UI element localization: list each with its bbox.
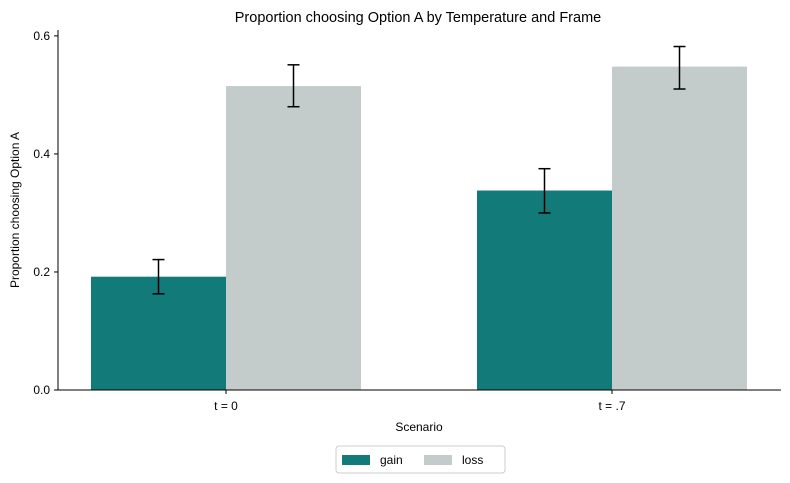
y-ticks-group: 0.0 0.2 0.4 0.6 — [33, 29, 58, 397]
x-ticks-group: t = 0 t = .7 — [214, 390, 626, 413]
x-axis-label: Scenario — [395, 420, 443, 434]
x-tick-label: t = .7 — [598, 399, 625, 413]
axes-group — [57, 30, 781, 391]
legend-box — [335, 445, 506, 474]
legend: gain loss — [335, 445, 506, 474]
error-bars-group — [152, 45, 686, 295]
bars-group — [91, 66, 747, 391]
legend-label-gain: gain — [380, 453, 403, 467]
legend-label-loss: loss — [462, 453, 483, 467]
y-tick-label: 0.4 — [33, 147, 50, 161]
bar-loss-0 — [226, 86, 361, 390]
y-axis-label: Proportion choosing Option A — [8, 132, 22, 288]
chart-title: Proportion choosing Option A by Temperat… — [235, 10, 601, 26]
y-tick-label: 0.0 — [33, 383, 50, 397]
bar-gain-1 — [477, 190, 612, 390]
bar-loss-1 — [612, 66, 747, 391]
legend-swatch-gain — [342, 455, 370, 465]
legend-swatch-loss — [424, 455, 452, 465]
y-tick-label: 0.2 — [33, 265, 50, 279]
y-tick-label: 0.6 — [33, 29, 50, 43]
x-tick-label: t = 0 — [214, 399, 238, 413]
bar-gain-0 — [91, 276, 226, 390]
